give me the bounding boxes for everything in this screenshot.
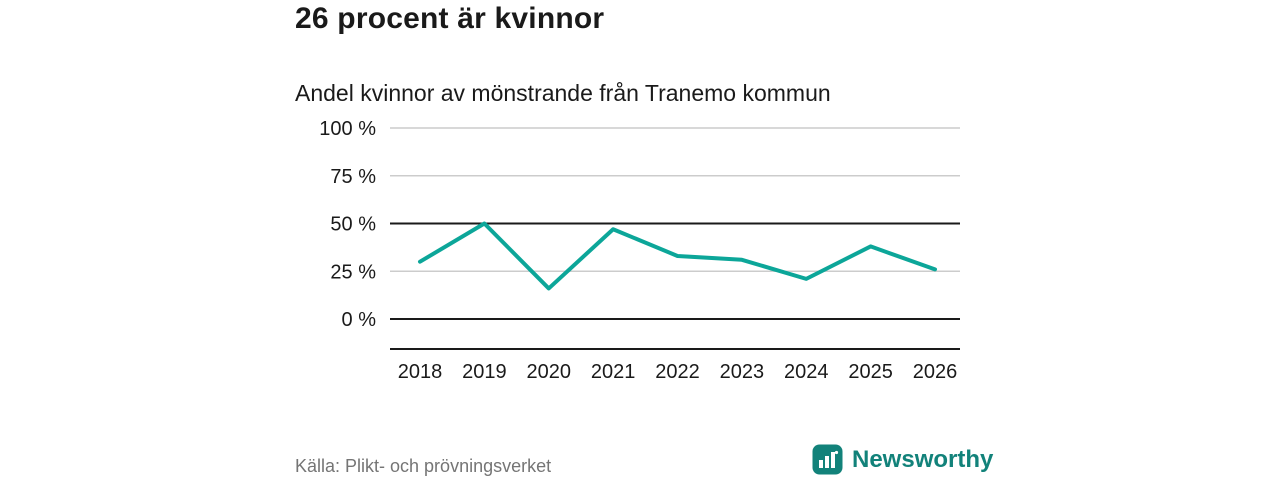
x-tick-label: 2019 [462,361,507,383]
x-tick-label: 2024 [784,361,829,383]
x-tick-label: 2022 [655,361,700,383]
series-line [418,221,937,291]
y-tick-label: 0 % [342,309,377,331]
x-tick-label: 2025 [848,361,893,383]
y-tick-label: 25 % [330,261,376,283]
chart-subtitle: Andel kvinnor av mönstrande från Tranemo… [295,80,831,106]
y-tick-label: 50 % [330,214,376,236]
y-tick-label: 100 % [319,118,376,140]
source-note: Källa: Plikt- och prövningsverket [295,456,552,476]
brand-name: Newsworthy [852,445,994,473]
x-tick-label: 2018 [398,361,443,383]
x-tick-label: 2023 [720,361,765,383]
x-tick-label: 2020 [527,361,572,383]
bar-chart-logo-icon [812,444,843,475]
page-title: 26 procent är kvinnor [295,2,605,35]
x-tick-label: 2026 [913,361,958,383]
newsworthy-logo: Newsworthy [812,444,993,475]
y-tick-label: 75 % [330,166,376,188]
x-tick-label: 2021 [591,361,636,383]
